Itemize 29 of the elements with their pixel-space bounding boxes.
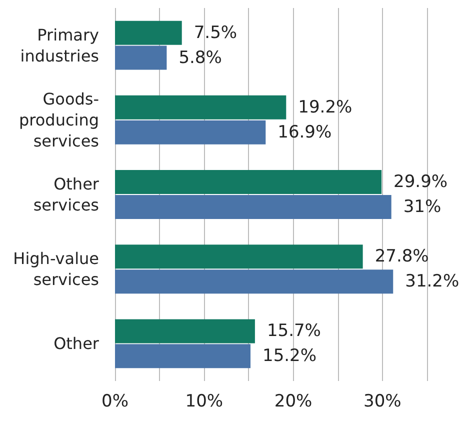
- data-label: 19.2%: [298, 97, 352, 118]
- bar: [115, 344, 250, 368]
- bar: [115, 46, 167, 70]
- y-tick-label: Primary industries: [20, 25, 99, 66]
- bar: [115, 244, 363, 269]
- y-tick-label: Other services: [33, 174, 100, 214]
- data-label: 5.8%: [178, 48, 222, 68]
- x-tick-label: 20%: [274, 392, 312, 412]
- x-tick-label: 30%: [364, 392, 402, 412]
- bar: [115, 194, 392, 219]
- bar: [115, 170, 382, 194]
- y-tick-label: Goods-producing services: [18, 89, 99, 150]
- bar: [115, 20, 182, 45]
- y-tick-label: Other: [54, 334, 100, 354]
- data-label: 15.2%: [262, 346, 317, 366]
- bar: [115, 270, 394, 294]
- x-tick-label: 0%: [102, 392, 128, 412]
- x-tick-label: 10%: [185, 392, 224, 412]
- y-tick-label: High-value services: [13, 249, 99, 290]
- data-label: 16.9%: [278, 122, 332, 142]
- data-label: 31%: [403, 196, 442, 217]
- data-label: 31.2%: [405, 272, 460, 292]
- data-label: 27.8%: [374, 246, 429, 267]
- bar: [115, 120, 266, 144]
- bar: [115, 95, 286, 120]
- data-label: 15.7%: [266, 321, 321, 342]
- data-label: 29.9%: [394, 172, 448, 192]
- bar: [115, 319, 255, 344]
- data-label: 7.5%: [194, 22, 238, 43]
